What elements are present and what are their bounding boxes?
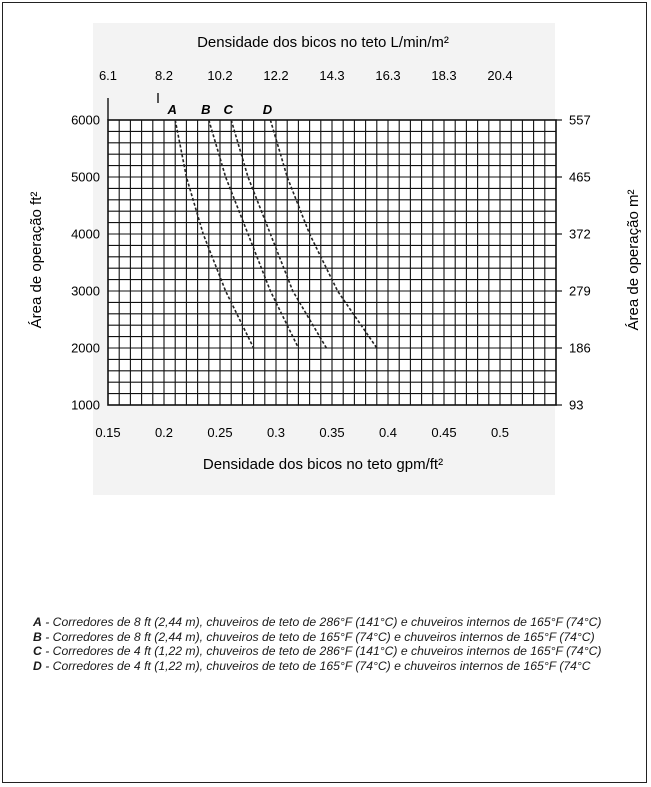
top-tick-label: 16.3 [375, 68, 400, 83]
curve-d [269, 119, 378, 349]
curve-label-b: B [201, 102, 210, 117]
left-tick-label: 5000 [71, 170, 100, 185]
bottom-tick-label: 0.4 [379, 425, 397, 440]
top-tick-label: 20.4 [487, 68, 512, 83]
curve-a [174, 119, 255, 349]
note-c-letter: C [33, 644, 42, 659]
curve-b [208, 119, 300, 349]
left-axis: Área de operação ft² 6000 5000 4000 3000 200… [28, 113, 100, 413]
right-axis: Área de operação m² 557 465 372 279 186 93 [556, 113, 642, 413]
bottom-tick-label: 0.25 [207, 425, 232, 440]
right-tick-label: 465 [569, 170, 591, 185]
note-a-letter: A [33, 615, 42, 629]
note-a-text: - Corredores de 8 ft (2,44 m), chuveiros… [41, 615, 602, 629]
note-a: A - Corredores de 8 ft (2,44 m), chuveir… [33, 615, 633, 630]
left-tick-label: 4000 [71, 227, 100, 242]
right-tick-label: 93 [569, 398, 583, 413]
left-tick-label: 3000 [71, 284, 100, 299]
note-d-text: - Corredores de 4 ft (1,22 m), chuveiros… [41, 658, 591, 673]
top-tick-label: 14.3 [319, 68, 344, 83]
bottom-axis: Densidade dos bicos no teto gpm/ft² 0.15… [95, 425, 509, 473]
curve-label-c: C [224, 102, 234, 117]
note-b-letter: B [33, 629, 42, 644]
top-tick-label: 10.2 [207, 68, 232, 83]
note-c-text: - Corredores de 4 ft (1,22 m), chuveiros… [41, 644, 602, 659]
bottom-tick-label: 0.2 [155, 425, 173, 440]
curve-label-a: A [167, 102, 177, 117]
note-d-letter: D [33, 658, 42, 673]
right-tick-label: 372 [569, 227, 591, 242]
bottom-tick-label: 0.35 [319, 425, 344, 440]
left-tick-label: 1000 [71, 398, 100, 413]
right-tick-label: 279 [569, 284, 591, 299]
left-tick-label: 6000 [71, 113, 100, 128]
top-tick-label: 6.1 [99, 68, 117, 83]
bottom-tick-label: 0.5 [491, 425, 509, 440]
right-tick-label: 186 [569, 341, 591, 356]
top-tick-label: 8.2 [155, 68, 173, 83]
chart-grid [107, 119, 557, 406]
density-area-chart: Densidade dos bicos no teto L/min/m² 6.1… [28, 34, 642, 473]
bottom-tick-label: 0.45 [431, 425, 456, 440]
right-axis-label: Área de operação m² [625, 190, 642, 331]
curve-c [230, 119, 328, 349]
right-tick-label: 557 [569, 113, 591, 128]
curve-label-d: D [263, 102, 273, 117]
note-b-text: - Corredores de 8 ft (2,44 m), chuveiros… [41, 629, 595, 644]
left-axis-label: Área de operação ft² [28, 192, 45, 329]
legend-notes: A - Corredores de 8 ft (2,44 m), chuveir… [33, 615, 633, 673]
bottom-axis-label: Densidade dos bicos no teto gpm/ft² [203, 456, 443, 473]
note-b: B - Corredores de 8 ft (2,44 m), chuveir… [33, 630, 633, 645]
top-tick-label: 12.2 [263, 68, 288, 83]
note-c: C - Corredores de 4 ft (1,22 m), chuveir… [33, 644, 633, 659]
top-axis: Densidade dos bicos no teto L/min/m² 6.1… [99, 34, 513, 120]
series-curves [174, 119, 378, 349]
bottom-tick-label: 0.3 [267, 425, 285, 440]
top-tick-label: 18.3 [431, 68, 456, 83]
bottom-tick-label: 0.15 [95, 425, 120, 440]
top-axis-label: Densidade dos bicos no teto L/min/m² [197, 34, 449, 51]
left-tick-label: 2000 [71, 341, 100, 356]
note-d: D - Corredores de 4 ft (1,22 m), chuveir… [33, 659, 633, 674]
